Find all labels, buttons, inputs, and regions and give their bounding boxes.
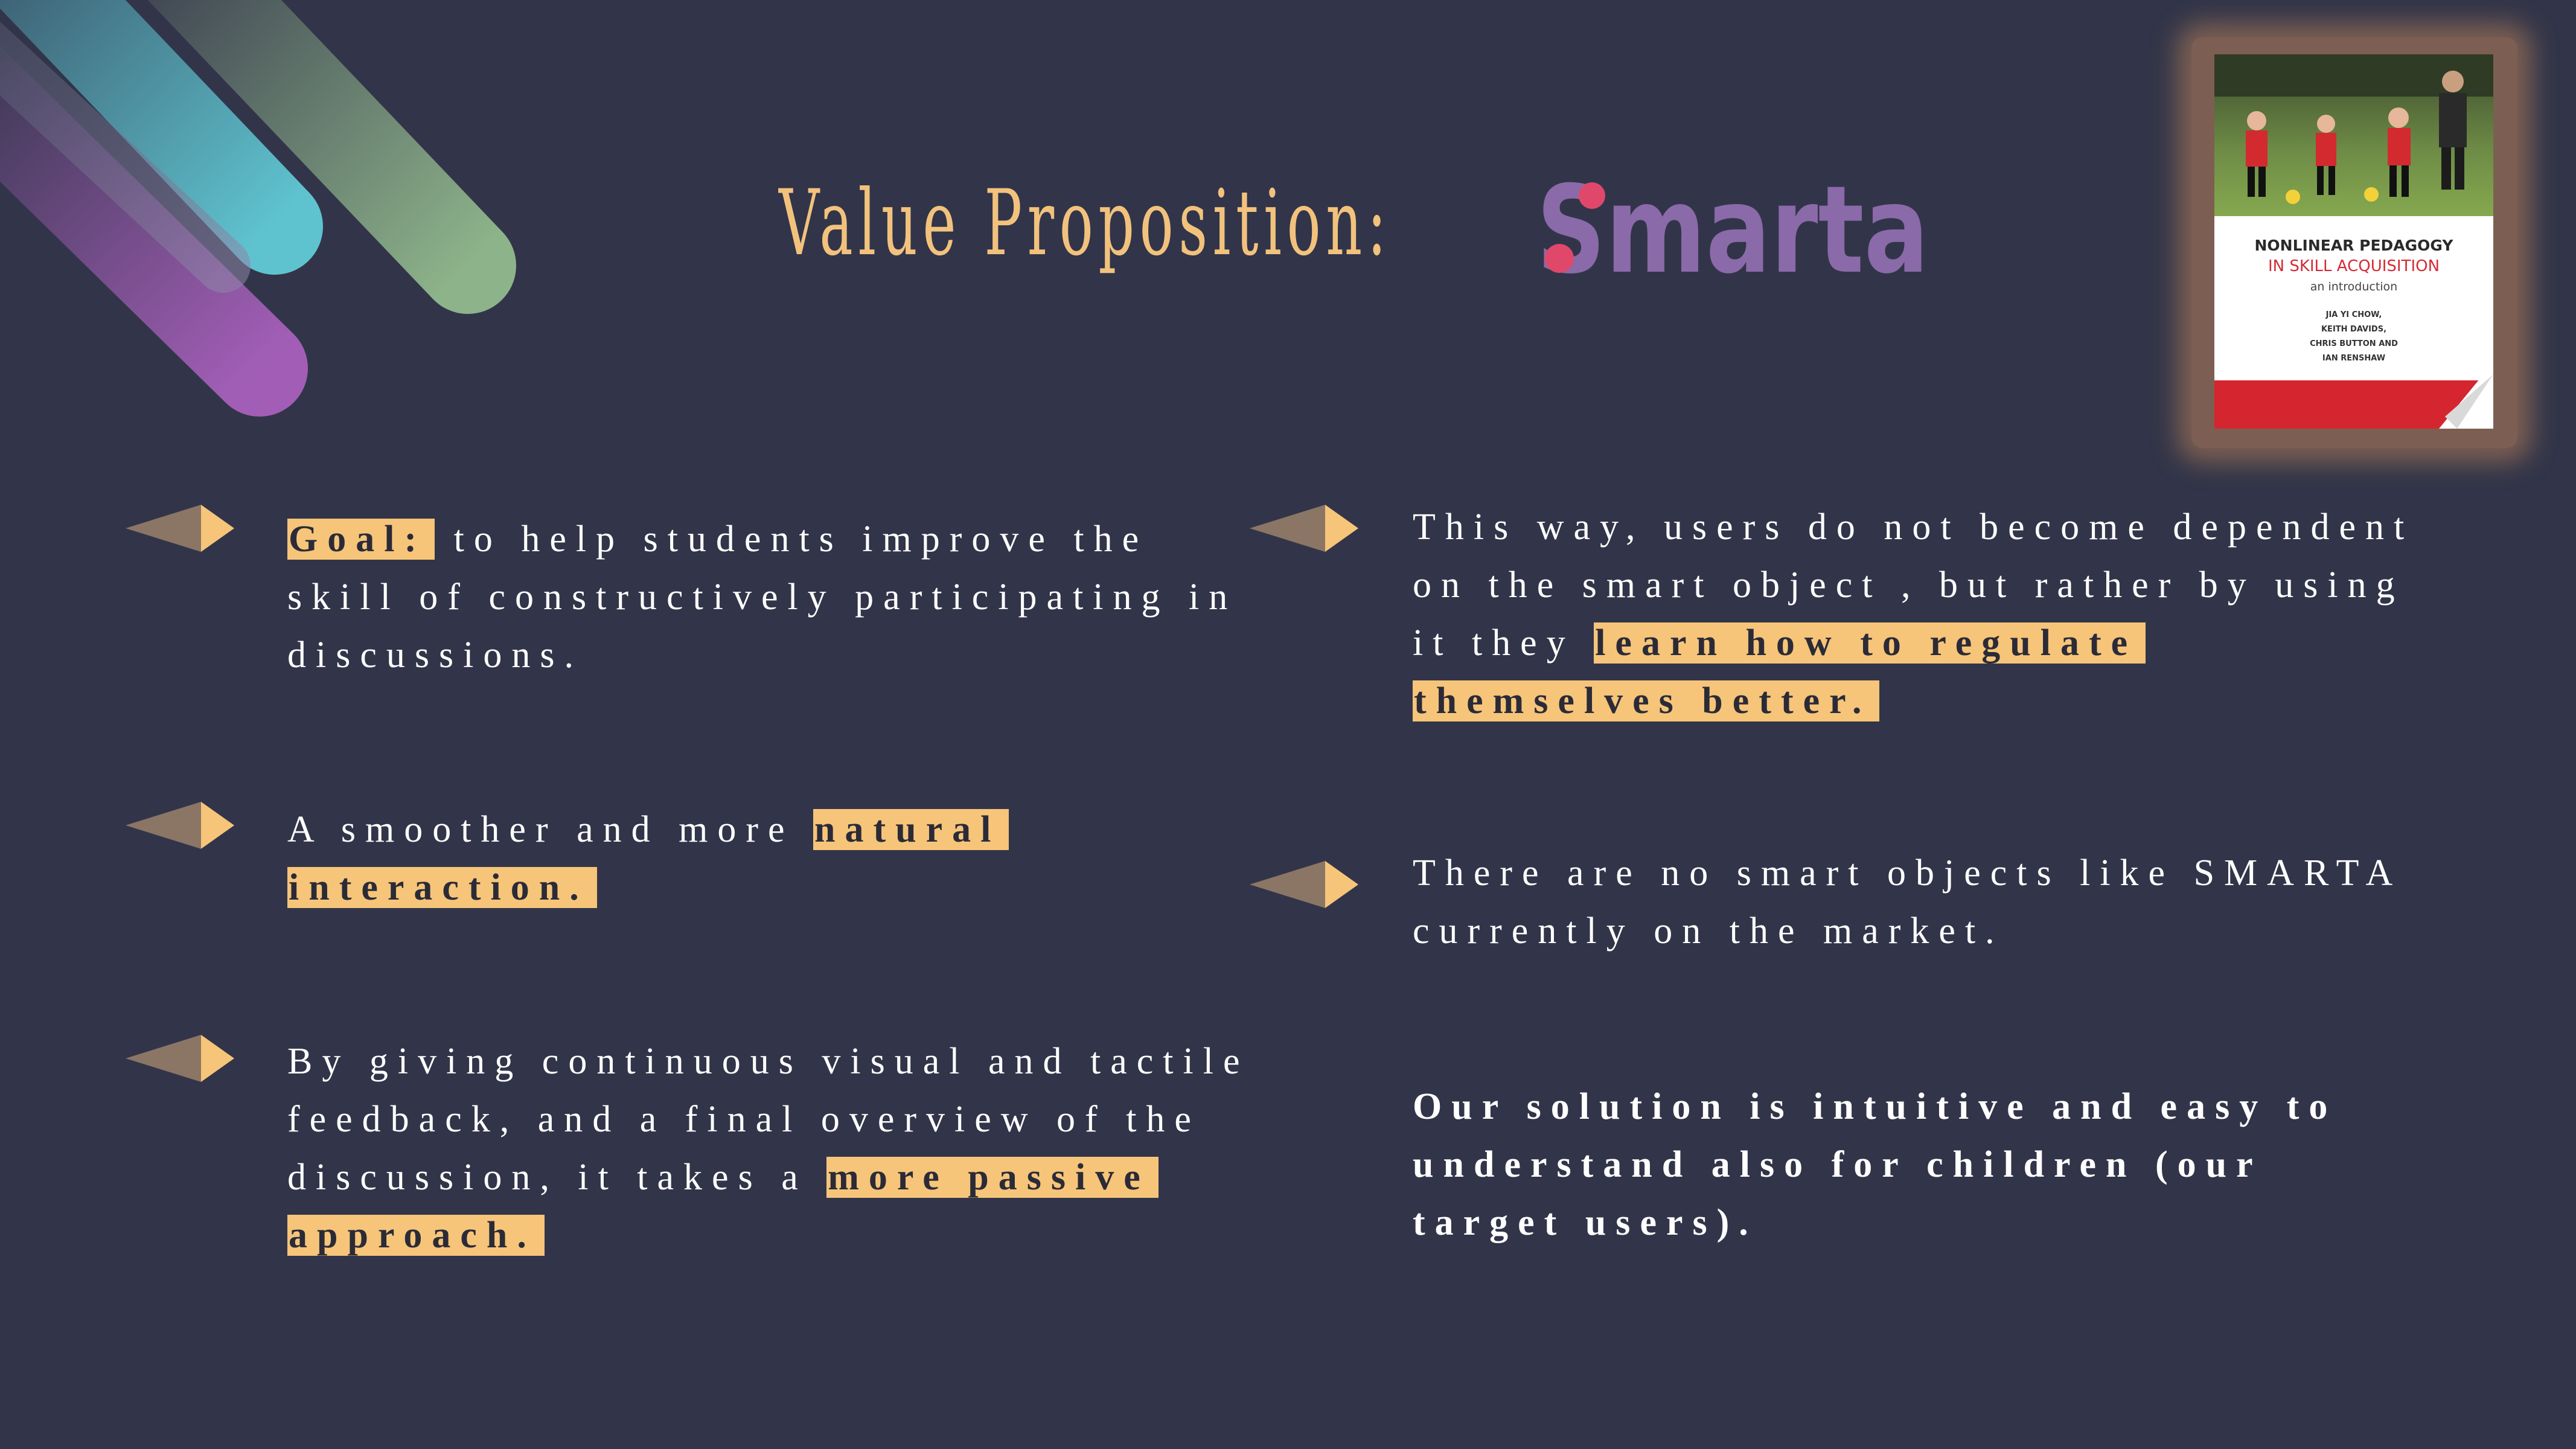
- title-row: Value Proposition:: [779, 163, 1636, 284]
- bullet-natural-interaction: A smoother and more natural interaction.: [287, 801, 1009, 916]
- highlight-learn-regulate: learn how to regulate: [1594, 622, 2146, 664]
- book-photo: [2214, 54, 2493, 216]
- book-title-line2: IN SKILL ACQUISITION: [2268, 257, 2440, 275]
- highlight-goal: Goal:: [287, 519, 435, 560]
- book-cover-image: NONLINEAR PEDAGOGY IN SKILL ACQUISITION …: [2191, 37, 2517, 448]
- arrow-pointer-icon: [1250, 861, 1358, 908]
- arrow-pointer-icon: [126, 1035, 234, 1082]
- bullet-goal: Goal: to help students improve the skill…: [287, 519, 1238, 676]
- arrow-pointer-icon: [126, 505, 234, 552]
- smarta-logo: Smarta: [1536, 169, 1929, 284]
- arrow-pointer-icon: [126, 802, 234, 849]
- highlight-interaction: interaction.: [287, 867, 597, 908]
- paragraph-solution: Our solution is intuitive and easy to un…: [1413, 1086, 2338, 1243]
- bullet-market: There are no smart objects like SMARTA c…: [1413, 852, 2403, 952]
- bullet-passive-approach: By giving continuous visual and tactile …: [287, 1041, 1250, 1256]
- arrow-pointer-icon: [1250, 505, 1358, 552]
- highlight-more-passive: more passive: [826, 1157, 1159, 1198]
- decorative-stripes: [0, 0, 516, 417]
- bullet-regulate: This way, users do not become dependent …: [1413, 507, 2414, 721]
- slide-title: Value Proposition:: [779, 171, 1392, 276]
- book-authors: JIA YI CHOW, KEITH DAVIDS, CHRIS BUTTON …: [2310, 310, 2398, 363]
- highlight-themselves-better: themselves better.: [1413, 680, 1880, 721]
- book-subtitle: an introduction: [2310, 280, 2398, 293]
- highlight-natural: natural: [813, 809, 1009, 850]
- page-curl-icon: [2439, 362, 2493, 429]
- highlight-approach: approach.: [287, 1215, 545, 1256]
- book-title-line1: NONLINEAR PEDAGOGY: [2254, 237, 2453, 254]
